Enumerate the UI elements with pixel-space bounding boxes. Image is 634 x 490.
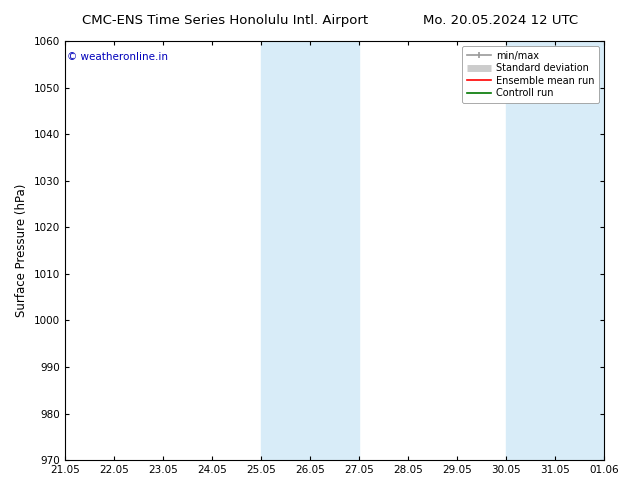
Text: Mo. 20.05.2024 12 UTC: Mo. 20.05.2024 12 UTC <box>424 14 578 27</box>
Legend: min/max, Standard deviation, Ensemble mean run, Controll run: min/max, Standard deviation, Ensemble me… <box>462 46 599 103</box>
Text: CMC-ENS Time Series Honolulu Intl. Airport: CMC-ENS Time Series Honolulu Intl. Airpo… <box>82 14 368 27</box>
Y-axis label: Surface Pressure (hPa): Surface Pressure (hPa) <box>15 184 28 318</box>
Bar <box>261 41 359 460</box>
Text: © weatheronline.in: © weatheronline.in <box>67 51 169 62</box>
Bar <box>506 41 604 460</box>
